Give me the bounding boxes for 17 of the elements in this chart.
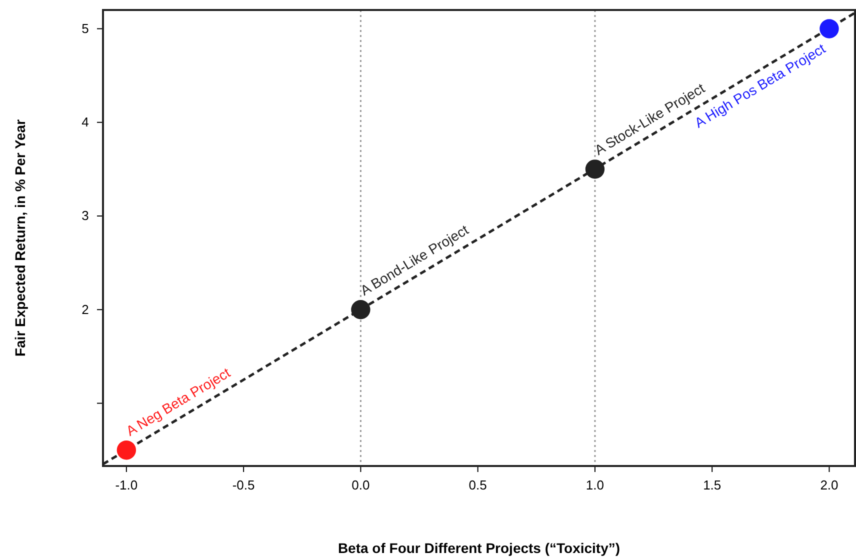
y-tick-label: 5 [82,20,89,36]
point [351,300,370,320]
x-tick-label: -1.0 [115,477,138,492]
y-tick-label: 3 [82,208,89,224]
point [585,160,605,179]
x-tick-label: 0.5 [468,477,487,492]
x-tick-label: 0.0 [352,477,370,492]
x-axis-title: Beta of Four Different Projects (“Toxicity”) [338,540,620,556]
y-tick-label: 4 [82,114,89,130]
y-tick-label: 2 [82,302,89,317]
y-axis-title: Fair Expected Return, in % Per Year [12,118,28,357]
x-tick-label: 2.0 [820,477,838,492]
point [116,440,136,460]
point [820,19,839,38]
x-tick-label: 1.0 [586,477,604,492]
x-tick-label: -0.5 [232,477,255,492]
x-tick-label: 1.5 [703,477,722,492]
